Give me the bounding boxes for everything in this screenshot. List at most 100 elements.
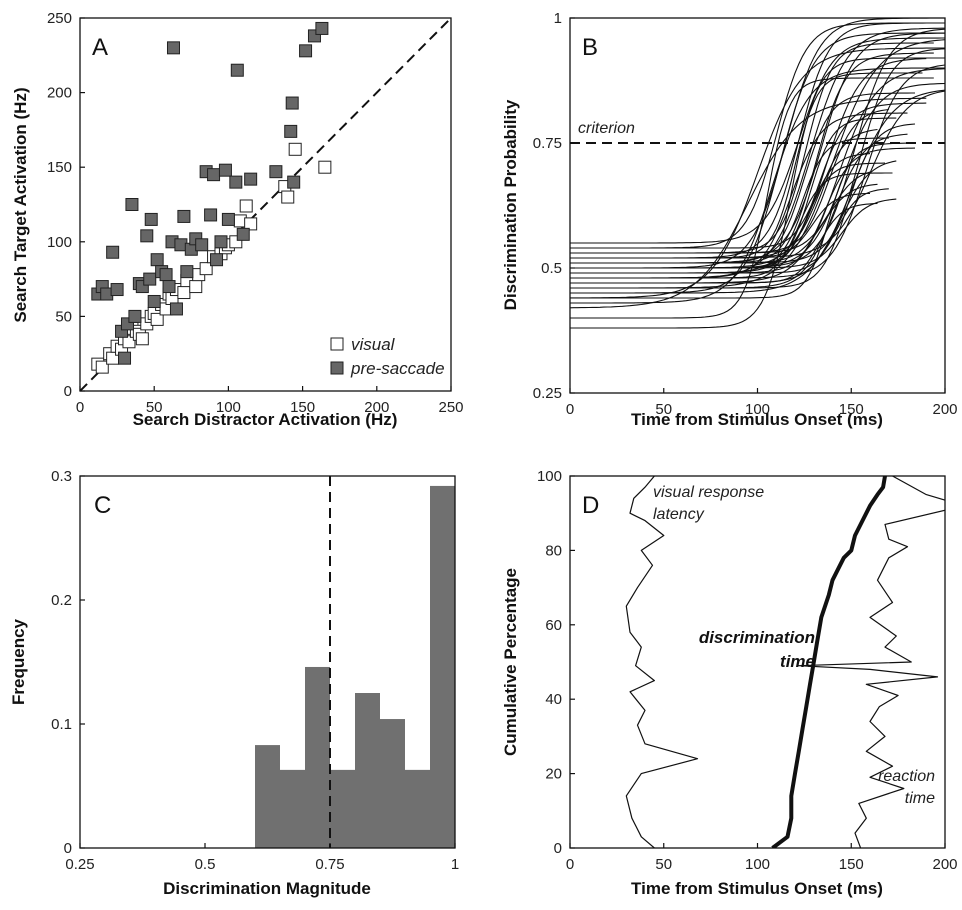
panel-a-xtick-label: 50 [146,399,163,416]
panel-c-ytick-label: 0.1 [51,716,72,733]
panel-d-visual-label-line2: latency [653,506,705,523]
histogram-bar [330,769,355,848]
panel-d-ytick-label: 80 [545,542,562,559]
panel-d-rt-label-line1: reaction [878,768,935,785]
presaccade-point [204,208,218,222]
panel-c-frame [79,475,456,849]
probability-curve [570,48,945,264]
panel-b-xlabel: Time from Stimulus Onset (ms) [631,410,883,429]
histogram-bar [405,769,430,848]
panel-b-xtick-label: 150 [839,401,864,418]
panel-d-letter: D [582,492,599,519]
panel-d-ticks: 0 50 100 150 200 0 20 40 60 80 100 [537,468,958,873]
presaccade-point [128,309,142,323]
panel-b-xtick-label: 50 [655,401,672,418]
panel-d-xtick-label: 0 [566,856,574,873]
panel-b-ytick-label: 0.5 [541,260,562,277]
legend-presaccade-marker [330,361,344,375]
panel-b-ytick-label: 0.75 [533,135,562,152]
presaccade-point [177,209,191,223]
legend-visual-label: visual [351,335,396,354]
presaccade-point [169,302,183,316]
panel-a: 0 50 100 150 200 250 0 50 100 150 200 250 A visual … [11,10,464,429]
visual-point [288,142,302,156]
presaccade-point [144,212,158,226]
panel-b-xtick-label: 200 [932,401,957,418]
panel-b-ytick-label: 1 [554,10,562,27]
panel-d-xtick-label: 200 [932,856,957,873]
discrimination-time-line [771,476,887,848]
presaccade-point [218,163,232,177]
presaccade-point [229,175,243,189]
probability-curve [570,57,945,329]
presaccade-point [284,124,298,138]
probability-curve [570,37,945,244]
panel-c: 0.25 0.5 0.75 1 0 0.1 0.2 0.3 C Discrimination … [9,468,459,898]
visual-point [135,332,149,346]
probability-curve [570,67,945,304]
presaccade-point [159,268,173,282]
presaccade-point [147,294,161,308]
histogram-bar [280,769,305,848]
panel-d: 0 50 100 150 200 0 20 40 60 80 100 D visual respon… [501,468,958,898]
panel-b-xtick-label: 0 [566,401,574,418]
panel-b-criterion-label: criterion [578,120,635,137]
panel-b-frame [569,17,946,394]
presaccade-point [287,175,301,189]
legend-presaccade-label: pre-saccade [350,359,445,378]
probability-curve [570,47,945,299]
panel-a-ytick-label: 200 [47,85,72,102]
panel-c-xtick-label: 0.5 [195,856,216,873]
probability-curve [570,133,908,289]
panel-c-xtick-label: 0.25 [65,856,94,873]
panel-d-discrimination-label-line1: discrimination [699,628,815,647]
panel-d-rt-label-line2: time [905,790,935,807]
probability-curve [570,123,916,289]
presaccade-point [162,280,176,294]
panel-d-xtick-label: 150 [839,856,864,873]
probability-curve [570,82,945,269]
panel-a-points [91,21,332,374]
panel-d-discrimination-label-line2: time [780,652,815,671]
probability-curve [570,188,889,274]
histogram-bar [430,485,455,848]
visual-point [150,312,164,326]
panel-d-ylabel: Cumulative Percentage [501,568,520,756]
histogram-bar [355,693,380,848]
presaccade-point [106,245,120,259]
presaccade-point [150,253,164,267]
visual-point [318,160,332,174]
visual-point [244,217,258,231]
panel-a-ytick-label: 150 [47,159,72,176]
panel-b-curves [570,18,945,329]
probability-curve [570,64,945,279]
presaccade-point [269,165,283,179]
panel-a-xtick-label: 250 [438,399,463,416]
panel-c-ytick-label: 0 [64,840,72,857]
presaccade-point [140,229,154,243]
probability-curve [570,27,945,279]
panel-b: 0 50 100 150 200 0.25 0.5 0.75 1 B criterion Tim… [501,10,958,429]
presaccade-point [118,351,132,365]
panel-c-xtick-label: 0.75 [315,856,344,873]
presaccade-point [315,21,329,35]
visual-point [199,262,213,276]
panel-c-bars [255,485,455,848]
panel-a-xtick-label: 100 [216,399,241,416]
panel-b-ytick-label: 0.25 [533,385,562,402]
panel-a-ytick-label: 250 [47,10,72,27]
presaccade-point [195,238,209,252]
panel-a-xtick-label: 200 [364,399,389,416]
presaccade-point [210,253,224,267]
panel-a-ylabel: Search Target Activation (Hz) [11,87,30,322]
panel-c-xtick-label: 1 [451,856,459,873]
presaccade-point [166,41,180,55]
panel-d-frame [569,475,946,849]
visual-point [189,280,203,294]
presaccade-point [236,227,250,241]
histogram-bar [305,666,330,848]
histogram-bar [255,745,280,848]
presaccade-point [299,44,313,58]
visual-point [95,360,109,374]
